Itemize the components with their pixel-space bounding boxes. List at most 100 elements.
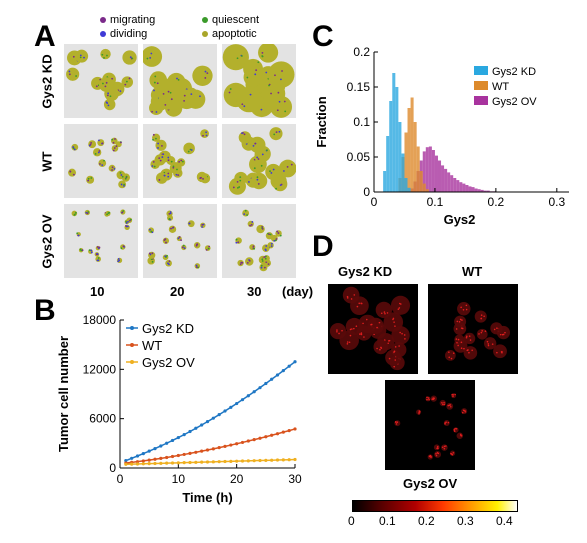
data-point — [141, 462, 145, 466]
histogram-bar — [459, 182, 463, 192]
cell-dot — [73, 214, 76, 216]
data-point — [281, 369, 285, 373]
d-label-gys2-kd: Gys2 KD — [338, 264, 393, 279]
cell-dot — [272, 168, 275, 171]
heat-cluster — [358, 314, 377, 334]
cell-dot — [254, 73, 257, 76]
heat-dot — [460, 347, 463, 350]
heat-dot — [418, 411, 420, 414]
cell-dot — [270, 92, 272, 95]
heat-dot — [380, 346, 382, 349]
cell-cluster — [196, 171, 208, 183]
legend-marker — [130, 326, 134, 330]
cell-cluster — [168, 225, 177, 234]
data-point — [211, 460, 215, 464]
cell-dot — [152, 160, 155, 163]
cell-dot — [121, 175, 124, 178]
data-point — [217, 460, 221, 464]
heat-dot — [443, 401, 445, 404]
heat-dot — [387, 342, 389, 345]
cell-dot — [164, 103, 167, 106]
heat-cluster — [493, 344, 507, 359]
cell-cluster — [200, 129, 209, 138]
cell-cluster — [269, 127, 283, 141]
cell-dot — [249, 224, 251, 227]
heat-dot — [380, 312, 383, 315]
colorbar-tick-3: 0.3 — [457, 514, 474, 528]
heat-dot — [445, 445, 447, 447]
histogram-bar — [398, 122, 402, 192]
cell-dot — [120, 183, 123, 186]
cell-dot — [202, 134, 204, 137]
cell-dot — [261, 258, 264, 261]
data-point — [135, 462, 140, 466]
heat-dot — [338, 332, 340, 335]
cell-dot — [196, 243, 199, 246]
cell-cluster — [254, 149, 269, 164]
data-point — [211, 447, 215, 451]
data-point — [217, 413, 221, 417]
heat-dot — [493, 328, 496, 331]
cell-dot — [163, 239, 166, 242]
cell-dot — [260, 264, 263, 267]
cell-dot — [86, 212, 89, 215]
data-point — [293, 360, 297, 364]
data-point — [153, 457, 157, 461]
tile-wt-10 — [64, 124, 138, 198]
heat-dot — [448, 356, 451, 359]
x-axis-label: Time (h) — [182, 490, 232, 505]
heat-cluster — [434, 451, 442, 458]
cell-dot — [246, 76, 249, 79]
data-point — [229, 443, 233, 447]
cell-dot — [122, 210, 125, 212]
cell-dot — [239, 179, 242, 182]
cell-dot — [88, 144, 91, 147]
cell-dot — [253, 247, 256, 250]
data-point — [235, 459, 239, 463]
heat-dot — [360, 333, 363, 336]
histogram-bar — [447, 172, 451, 192]
cell-dot — [177, 237, 180, 240]
heat-dot — [453, 430, 456, 433]
heat-dot — [444, 423, 446, 425]
cell-dot — [241, 103, 244, 106]
cell-dot — [228, 91, 231, 94]
cell-dot — [146, 57, 149, 60]
cell-dot — [106, 213, 108, 216]
cell-dot — [122, 245, 125, 248]
cell-dot — [87, 177, 90, 180]
data-point — [205, 460, 210, 464]
heat-dot — [462, 308, 465, 311]
cell-dot — [85, 211, 88, 214]
cell-dot — [172, 226, 175, 229]
heat-dot — [386, 312, 389, 314]
cell-dot — [124, 177, 127, 180]
migrating-dot — [100, 17, 106, 24]
heat-dot — [383, 311, 386, 313]
heat-cluster — [439, 399, 446, 407]
data-point — [211, 416, 215, 420]
cell-dot — [167, 159, 170, 162]
heat-dot — [459, 318, 462, 321]
histogram-bar — [386, 136, 390, 192]
cell-dot — [195, 264, 198, 267]
cell-dot — [195, 266, 198, 269]
data-point — [200, 460, 204, 464]
cell-dot — [95, 253, 98, 256]
cell-dot — [249, 93, 252, 96]
cell-cluster — [222, 44, 249, 71]
data-point — [159, 456, 163, 460]
cell-dot — [124, 225, 127, 227]
cell-dot — [157, 147, 159, 149]
cell-dot — [96, 246, 99, 248]
cell-cluster — [262, 244, 270, 252]
cell-dot — [104, 85, 107, 88]
cell-dot — [177, 174, 180, 177]
data-point — [182, 461, 186, 465]
cell-dot — [120, 141, 122, 144]
cell-dot — [112, 141, 115, 144]
histogram-bar — [477, 189, 481, 192]
heat-dot — [450, 357, 453, 360]
tile-kd-10 — [64, 44, 138, 118]
heat-dot — [353, 327, 355, 330]
